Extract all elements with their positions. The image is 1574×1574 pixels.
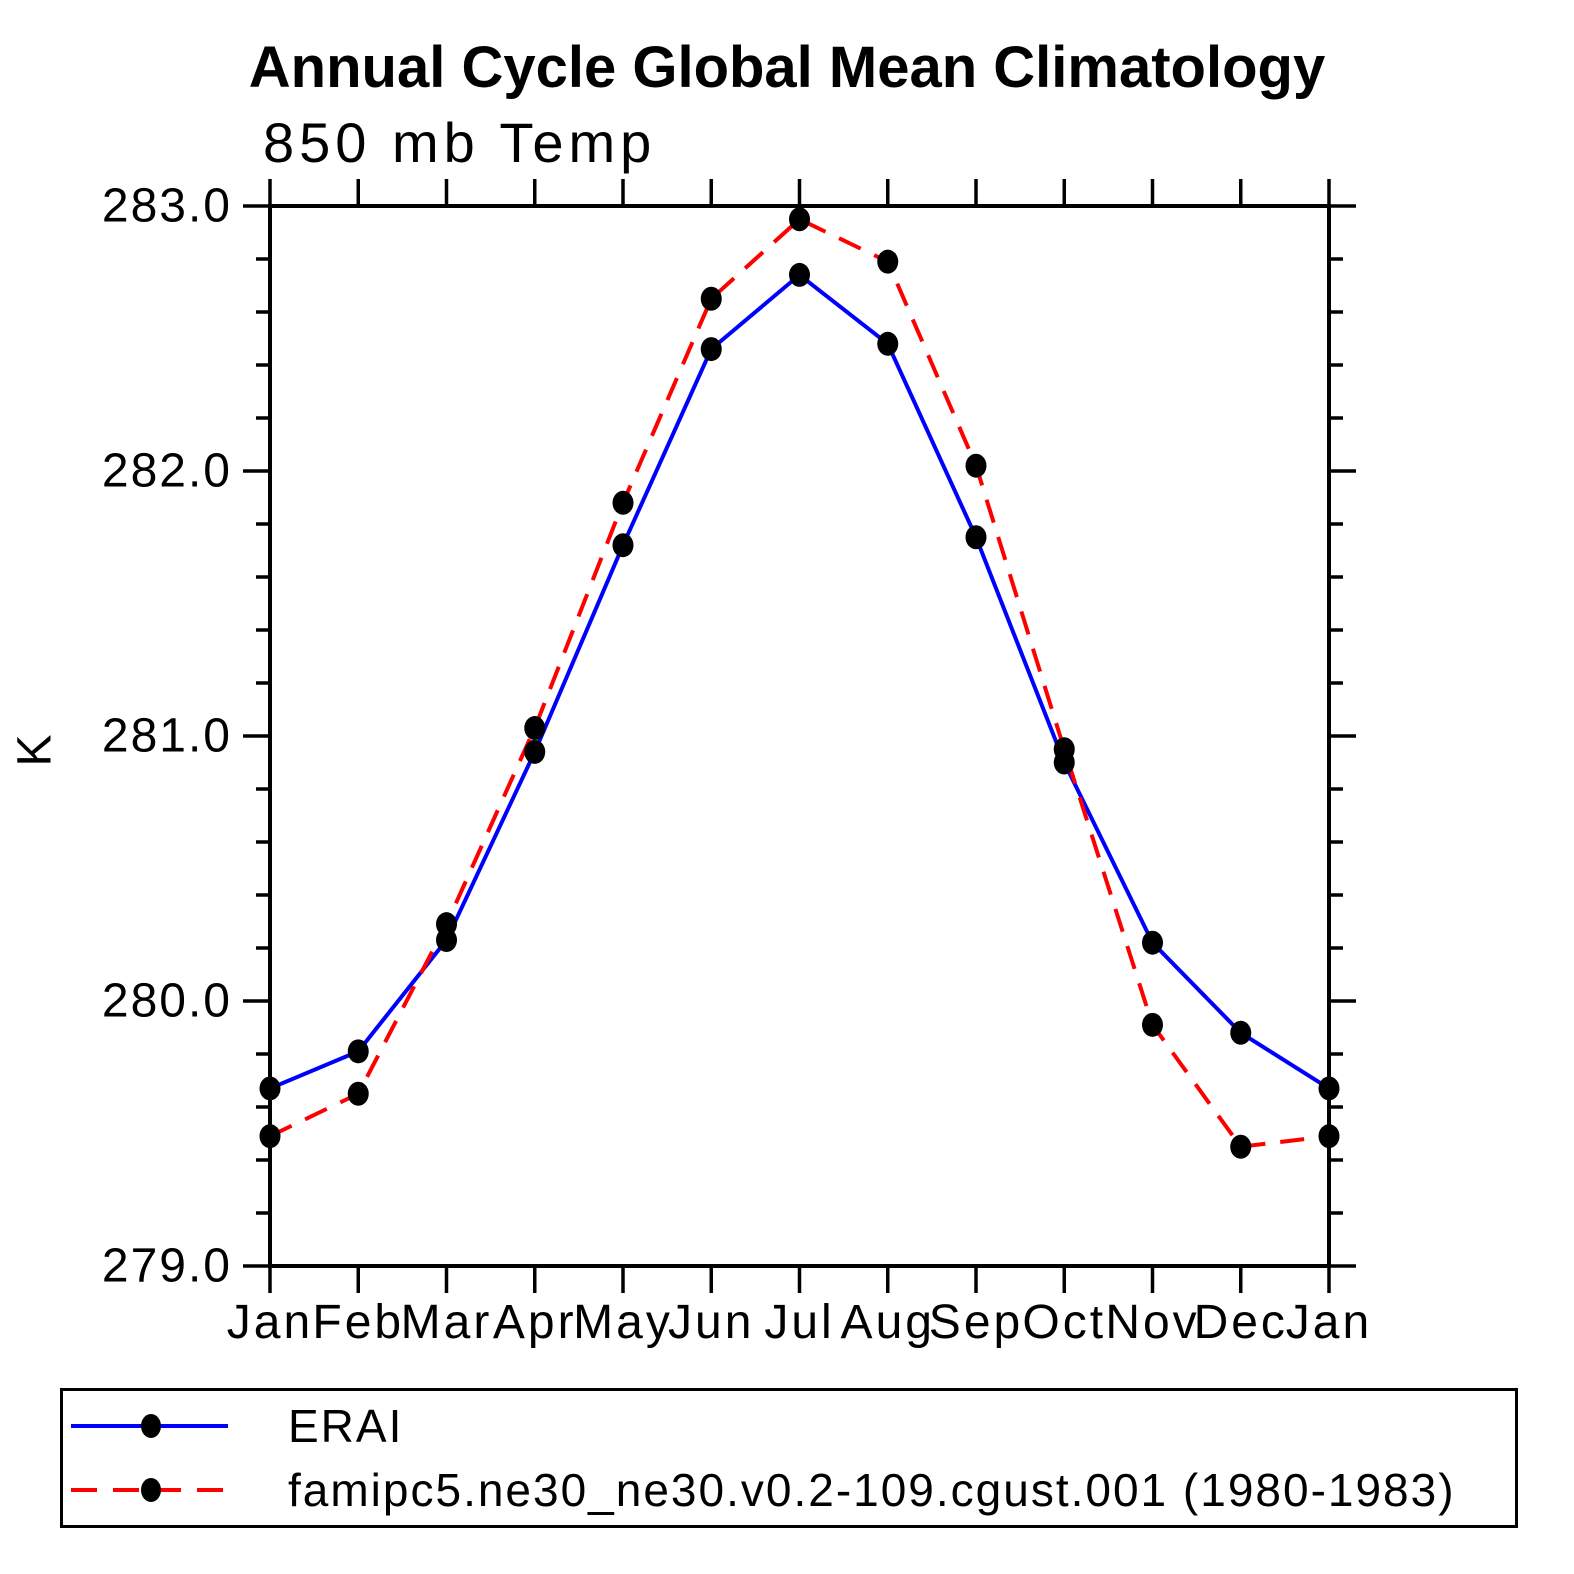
chart-title: Annual Cycle Global Mean Climatology — [248, 35, 1326, 100]
data-point-marker-s0-Feb — [347, 1039, 369, 1064]
data-point-marker-s1-Jun — [700, 286, 722, 311]
plot-frame — [268, 204, 1331, 1268]
data-point-marker-s0-Jul — [789, 262, 810, 287]
x-tick-label: Jan — [227, 1296, 313, 1349]
data-point-marker-s1-Oct — [1053, 737, 1075, 762]
x-tick-label: Nov — [1105, 1296, 1199, 1349]
x-tick-label: May — [573, 1296, 673, 1349]
chart-subtitle: 850 mb Temp — [263, 111, 657, 174]
x-tick-label: Sep — [929, 1296, 1023, 1349]
x-tick-label: Oct — [1022, 1296, 1106, 1349]
data-point-marker-s1-Aug — [877, 249, 899, 274]
legend-entry-erai: ERAI — [63, 1396, 1515, 1456]
x-tick-label: Dec — [1194, 1296, 1288, 1349]
data-point-marker-s0-Jan — [259, 1076, 281, 1101]
series-line-1 — [269, 217, 1330, 1149]
legend-label-erai: ERAI — [288, 1399, 404, 1452]
legend-label-model: famipc5.ne30_ne30.v0.2-109.cgust.001 (19… — [288, 1464, 1456, 1517]
data-point-marker-s1-Mar — [436, 912, 457, 937]
data-point-marker-s1-Apr — [524, 716, 546, 741]
data-point-marker-s0-Aug — [877, 331, 899, 356]
data-point-marker-s1-Nov — [1142, 1012, 1163, 1037]
data-point-marker-s0-Jun — [700, 337, 722, 362]
data-point-marker-s0-Jan — [1318, 1076, 1340, 1101]
y-tick-label: 283.0 — [102, 180, 232, 233]
data-point-marker-s0-Sep — [965, 525, 987, 550]
data-point-marker-s0-Apr — [524, 739, 546, 764]
legend-swatch-solid-line — [71, 1413, 228, 1438]
legend-marker-dot — [141, 1413, 161, 1438]
legend-marker-dot — [141, 1478, 161, 1503]
y-tick-label: 281.0 — [102, 710, 232, 763]
data-point-marker-s1-Jan — [1318, 1124, 1340, 1149]
legend-entry-model: famipc5.ne30_ne30.v0.2-109.cgust.001 (19… — [63, 1460, 1515, 1520]
x-tick-label: Jul — [764, 1296, 834, 1349]
legend-box: ERAI famipc5.ne30_ne30.v0.2-109.cgust.00… — [60, 1388, 1518, 1528]
y-tick-label: 279.0 — [102, 1240, 232, 1293]
data-point-marker-s1-Jan — [259, 1124, 281, 1149]
data-point-marker-s1-May — [612, 490, 634, 515]
x-tick-label: Mar — [401, 1296, 493, 1349]
data-point-marker-s0-Dec — [1230, 1020, 1252, 1045]
data-point-marker-s0-May — [612, 533, 634, 558]
data-point-marker-s1-Sep — [965, 453, 987, 478]
data-point-marker-s0-Nov — [1142, 930, 1163, 955]
x-tick-label: Apr — [493, 1296, 577, 1349]
y-tick-label: 282.0 — [102, 445, 232, 498]
data-point-marker-s1-Jul — [789, 207, 810, 232]
y-tick-label: 280.0 — [102, 975, 232, 1028]
legend-swatch-dashed-line — [71, 1478, 228, 1503]
x-tick-label: Jan — [1286, 1296, 1372, 1349]
series-line-0 — [269, 272, 1331, 1091]
data-point-marker-s1-Dec — [1230, 1134, 1252, 1159]
x-tick-label: Jun — [668, 1296, 754, 1349]
data-point-marker-s1-Feb — [347, 1081, 369, 1106]
x-tick-label: Aug — [841, 1296, 935, 1349]
x-tick-label: Feb — [312, 1296, 404, 1349]
